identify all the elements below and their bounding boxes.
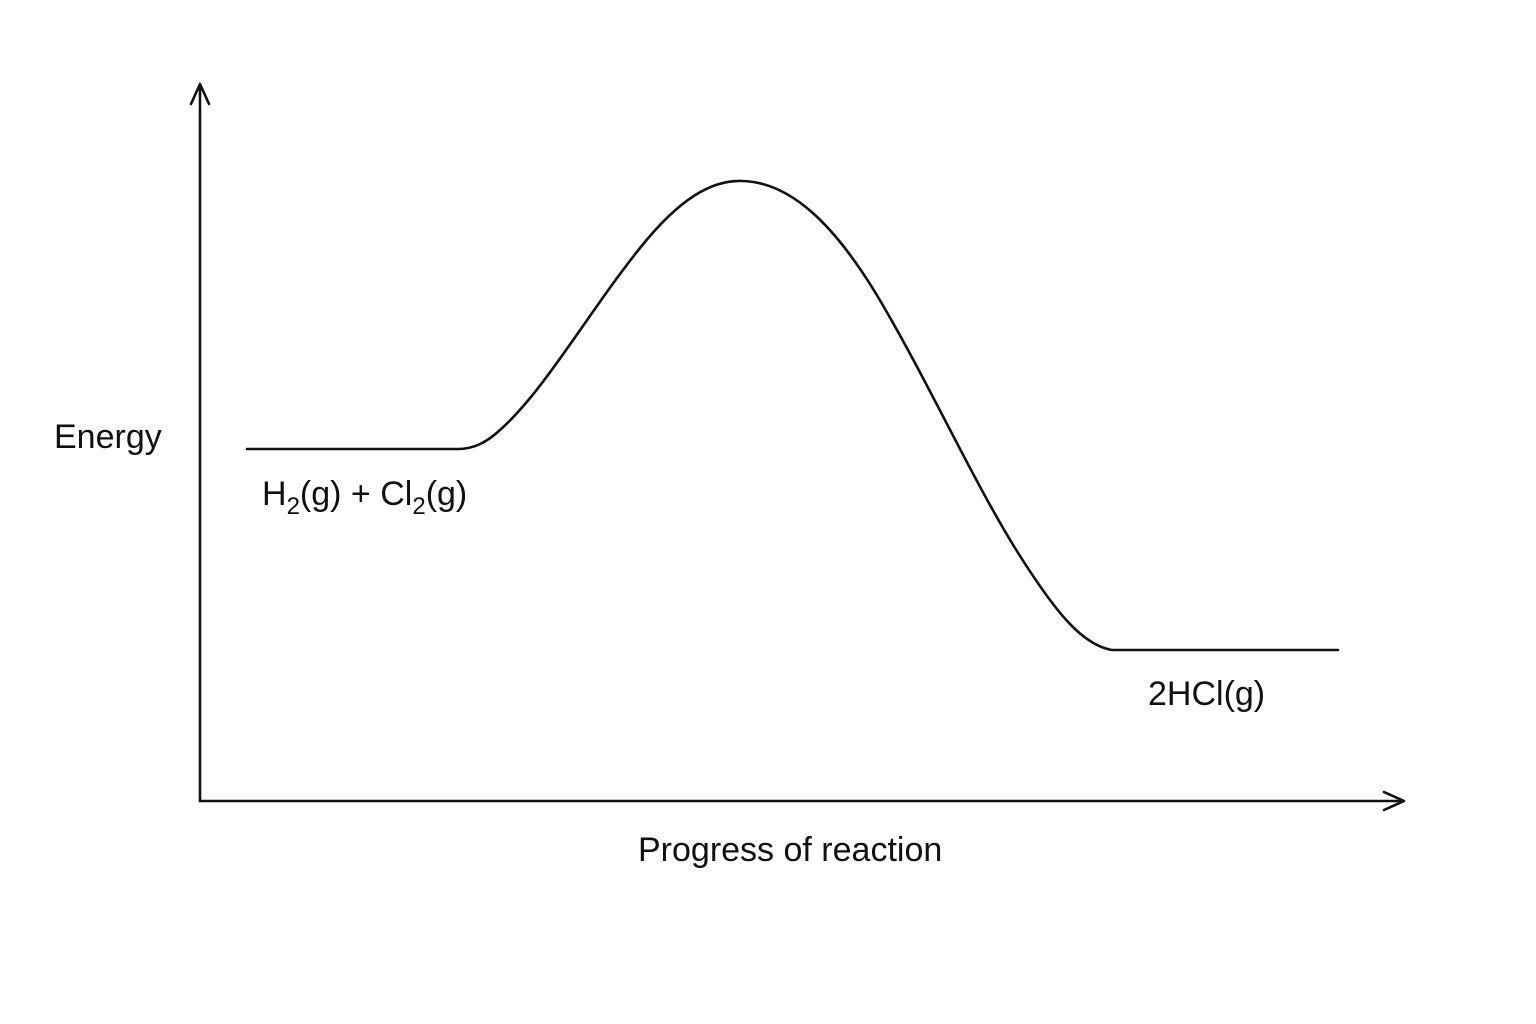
reactant-hydrogen-symbol: H — [262, 475, 287, 513]
reactant-hydrogen-subscript: 2 — [287, 493, 300, 520]
reactants-label: H2(g) + Cl2(g) — [262, 475, 467, 520]
reactant-chlorine-subscript: 2 — [412, 493, 425, 520]
y-axis — [189, 82, 211, 803]
products-label: 2HCl(g) — [1148, 675, 1265, 713]
energy-profile-curve — [245, 179, 1340, 652]
reactant-chlorine-state: (g) — [426, 475, 468, 513]
reactant-hydrogen-state-and-chlorine: (g) + Cl — [300, 475, 412, 513]
x-axis — [198, 790, 1406, 812]
progress-of-reaction-label: Progress of reaction — [638, 831, 942, 869]
energy-axis-label: Energy — [54, 418, 162, 456]
